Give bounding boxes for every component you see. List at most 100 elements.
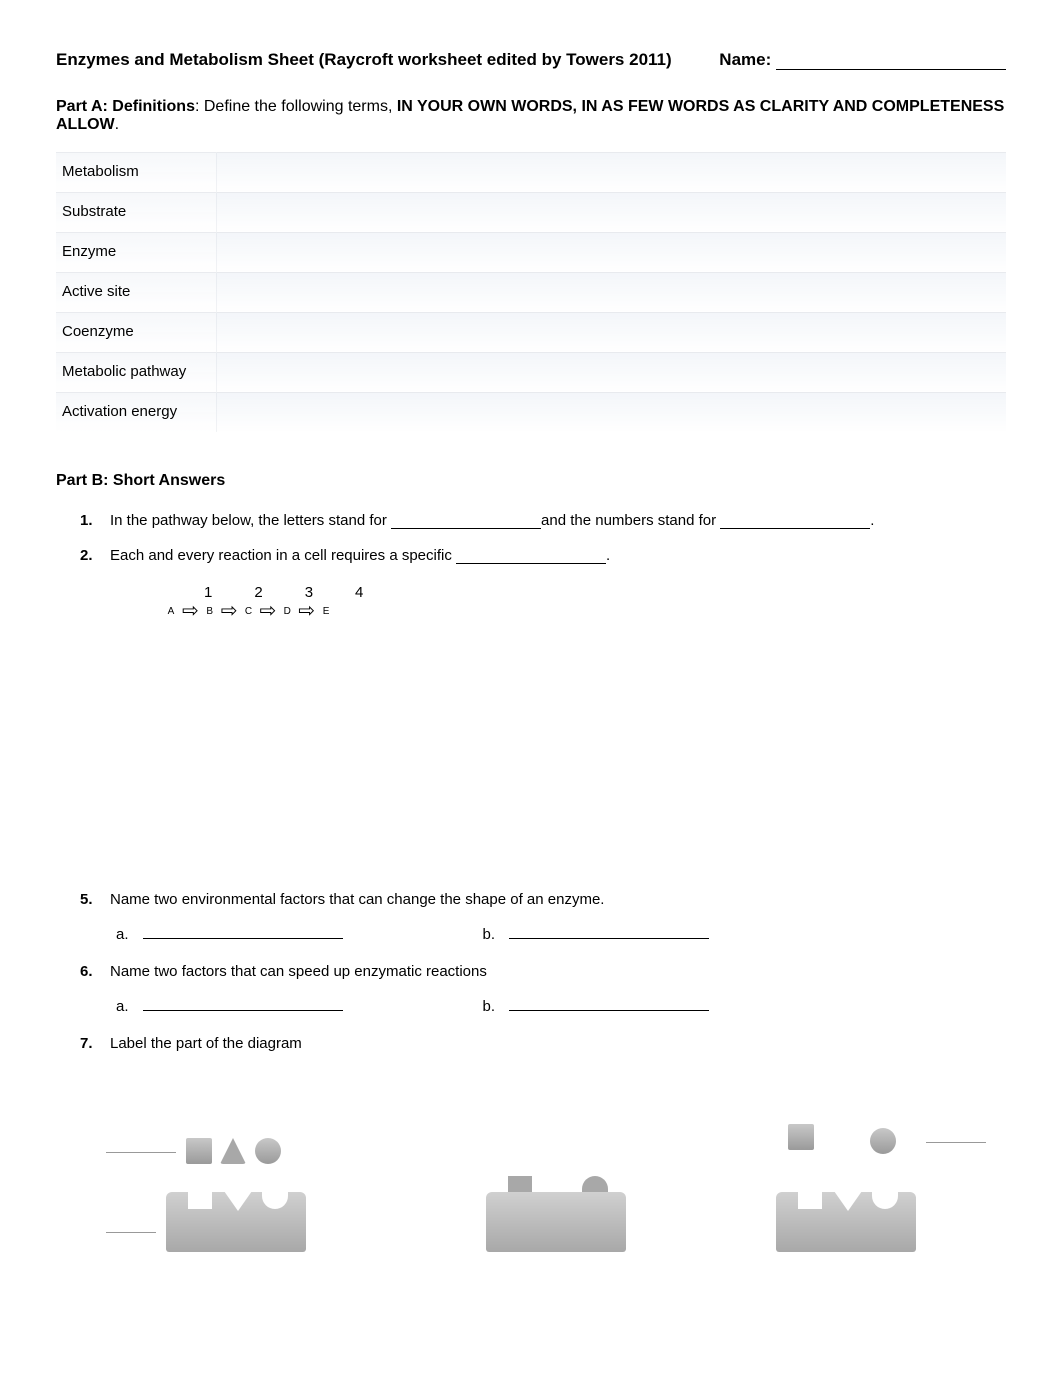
product-pieces-right: [786, 1132, 898, 1163]
arrow-icon: ⇨: [260, 601, 277, 621]
enzyme-left-group: [166, 1192, 306, 1252]
name-field: Name:: [719, 50, 1006, 70]
pathway-letter-b: B: [205, 606, 215, 617]
q6-number: 6.: [80, 963, 110, 980]
term-metabolism: Metabolism: [56, 152, 216, 192]
active-site-round-icon: [262, 1191, 288, 1209]
q2-text2: .: [606, 547, 610, 564]
product-square-icon: [788, 1124, 814, 1150]
term-active-site: Active site: [56, 272, 216, 312]
q5-blank-b[interactable]: [509, 938, 709, 939]
enzyme-base-middle: [486, 1192, 626, 1252]
q2-blank[interactable]: [456, 549, 606, 564]
sub-label-b: b.: [483, 926, 496, 943]
term-metabolic-pathway: Metabolic pathway: [56, 352, 216, 392]
substrate-pieces-left: [184, 1138, 283, 1169]
header-row: Enzymes and Metabolism Sheet (Raycroft w…: [56, 50, 1006, 70]
q1-blank1[interactable]: [391, 514, 541, 529]
q7-body: Label the part of the diagram: [110, 1035, 1006, 1052]
q2-text1: Each and every reaction in a cell requir…: [110, 547, 456, 564]
q6-answer-a: a.: [116, 998, 343, 1015]
substrate-triangle-icon: [220, 1138, 246, 1164]
definitions-table: Metabolism Substrate Enzyme Active site …: [56, 152, 1006, 432]
part-a-heading: Part A: Definitions: Define the followin…: [56, 98, 1006, 134]
def-row: Metabolism: [56, 152, 1006, 192]
q1-text2: and the numbers stand for: [541, 512, 720, 529]
q6-answer-b: b.: [483, 998, 710, 1015]
active-site-square-icon: [188, 1191, 212, 1209]
name-label: Name:: [719, 50, 771, 69]
pathway-num-4: 4: [355, 584, 363, 601]
question-5: 5. Name two environmental factors that c…: [56, 891, 1006, 908]
product-circle-icon: [870, 1128, 896, 1154]
q5-sub-answers: a. b.: [116, 926, 1006, 943]
q1-text1: In the pathway below, the letters stand …: [110, 512, 391, 529]
active-site-round-icon: [872, 1191, 898, 1209]
active-site-triangle-icon: [224, 1191, 252, 1211]
pathway-letters-row: A ⇨ B ⇨ C ⇨ D ⇨ E: [166, 601, 1006, 621]
def-row: Metabolic pathway: [56, 352, 1006, 392]
pathway-num-1: 1: [204, 584, 212, 601]
q1-number: 1.: [80, 512, 110, 529]
def-row: Active site: [56, 272, 1006, 312]
pathway-letter-d: D: [282, 606, 292, 617]
q6-blank-a[interactable]: [143, 1010, 343, 1011]
q1-body: In the pathway below, the letters stand …: [110, 512, 1006, 529]
arrow-icon: ⇨: [298, 601, 315, 621]
answer-metabolic-pathway[interactable]: [216, 352, 1006, 392]
def-row: Enzyme: [56, 232, 1006, 272]
term-coenzyme: Coenzyme: [56, 312, 216, 352]
question-7: 7. Label the part of the diagram: [56, 1035, 1006, 1052]
sub-label-a: a.: [116, 998, 129, 1015]
name-blank-line[interactable]: [776, 69, 1006, 70]
enzyme-base-right: [776, 1192, 916, 1252]
pathway-diagram: 1 2 3 4 A ⇨ B ⇨ C ⇨ D ⇨ E: [166, 584, 1006, 621]
q1-text3: .: [870, 512, 874, 529]
pathway-numbers-row: 1 2 3 4: [204, 584, 1006, 601]
def-row: Coenzyme: [56, 312, 1006, 352]
arrow-icon: ⇨: [221, 601, 238, 621]
sub-label-b: b.: [483, 998, 496, 1015]
part-a-text: : Define the following terms,: [195, 98, 397, 115]
enzyme-base-left: [166, 1192, 306, 1252]
answer-coenzyme[interactable]: [216, 312, 1006, 352]
answer-active-site[interactable]: [216, 272, 1006, 312]
answer-activation-energy[interactable]: [216, 392, 1006, 432]
pathway-num-3: 3: [305, 584, 313, 601]
leader-line: [926, 1142, 986, 1143]
q6-body: Name two factors that can speed up enzym…: [110, 963, 1006, 980]
question-6: 6. Name two factors that can speed up en…: [56, 963, 1006, 980]
part-b-heading: Part B: Short Answers: [56, 472, 1006, 490]
term-substrate: Substrate: [56, 192, 216, 232]
answer-enzyme[interactable]: [216, 232, 1006, 272]
q7-number: 7.: [80, 1035, 110, 1052]
def-row: Activation energy: [56, 392, 1006, 432]
pathway-num-2: 2: [254, 584, 262, 601]
enzyme-right-group: [776, 1192, 916, 1252]
part-a-title: Part A: Definitions: [56, 98, 195, 115]
question-2: 2. Each and every reaction in a cell req…: [56, 547, 1006, 564]
active-site-square-icon: [798, 1191, 822, 1209]
sub-label-a: a.: [116, 926, 129, 943]
q5-blank-a[interactable]: [143, 938, 343, 939]
answer-metabolism[interactable]: [216, 152, 1006, 192]
pathway-letter-e: E: [321, 606, 331, 617]
leader-line: [106, 1152, 176, 1153]
arrow-icon: ⇨: [182, 601, 199, 621]
q5-answer-b: b.: [483, 926, 710, 943]
q5-answer-a: a.: [116, 926, 343, 943]
q2-number: 2.: [80, 547, 110, 564]
spacing-gap: [56, 641, 1006, 891]
q6-blank-b[interactable]: [509, 1010, 709, 1011]
term-enzyme: Enzyme: [56, 232, 216, 272]
q5-body: Name two environmental factors that can …: [110, 891, 1006, 908]
answer-substrate[interactable]: [216, 192, 1006, 232]
q2-body: Each and every reaction in a cell requir…: [110, 547, 1006, 564]
enzyme-diagram: [106, 1082, 1006, 1282]
bound-substrate-round-icon: [582, 1176, 608, 1192]
active-site-triangle-icon: [834, 1191, 862, 1211]
enzyme-middle-group: [486, 1192, 626, 1252]
substrate-circle-icon: [255, 1138, 281, 1164]
q1-blank2[interactable]: [720, 514, 870, 529]
q6-sub-answers: a. b.: [116, 998, 1006, 1015]
